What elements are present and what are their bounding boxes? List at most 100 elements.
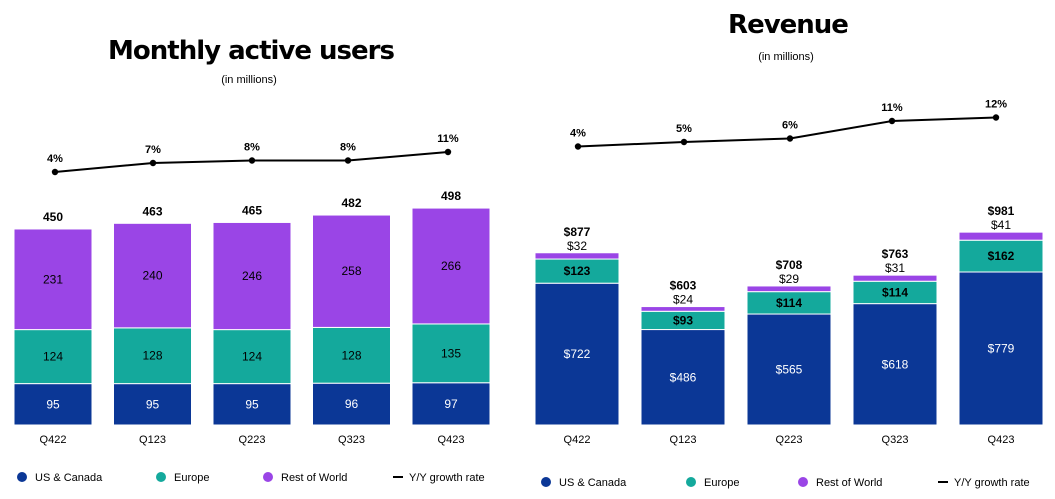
rev-label-europe-Q423: $162 [988,249,1015,263]
mau-growth-label-Q223: 8% [244,142,260,154]
mau-legend-label-growth: Y/Y growth rate [409,472,485,484]
rev-bar-us-canada-Q422 [534,282,620,426]
rev-label-europe-Q123: $93 [673,313,693,327]
rev-label-us-canada-Q422: $722 [564,347,591,361]
mau-label-europe-Q423: 135 [441,346,461,360]
mau-bar-rest-of-world-Q423 [411,207,491,325]
rev-legend-swatch-us-canada [541,477,551,487]
rev-label-us-canada-Q423: $779 [988,342,1015,356]
rev-label-europe-Q223: $114 [776,296,802,310]
rev-label-europe-Q422: $123 [564,264,591,278]
mau-bar-us-canada-Q223 [212,383,292,426]
rev-label-us-canada-Q223: $565 [776,363,803,377]
mau-legend-label-us-canada: US & Canada [35,472,103,484]
mau-bar-europe-Q323 [312,326,391,384]
mau-label-europe-Q422: 124 [43,350,63,364]
rev-tick-Q323: Q323 [882,434,909,446]
mau-bar-us-canada-Q422 [13,383,93,426]
mau-label-us-canada-Q223: 95 [245,397,259,411]
mau-total-Q123: 463 [142,204,162,218]
rev-growth-point-Q123 [680,138,688,146]
mau-label-us-canada-Q422: 95 [46,397,60,411]
rev-label-rest-of-world-Q323: $31 [885,261,905,275]
mau-growth-point-Q423 [444,148,452,156]
rev-label-rest-of-world-Q123: $24 [673,293,693,307]
mau-subtitle: (in millions) [221,74,277,86]
mau-label-us-canada-Q423: 97 [444,397,458,411]
mau-growth-label-Q423: 11% [437,133,459,145]
mau-label-rest-of-world-Q123: 240 [142,269,162,283]
mau-label-europe-Q223: 124 [242,350,262,364]
rev-tick-Q423: Q423 [988,434,1015,446]
rev-total-Q123: $603 [670,279,697,293]
rev-bar-rest-of-world-Q223 [746,285,832,293]
mau-growth-label-Q323: 8% [340,142,356,154]
mau-label-rest-of-world-Q223: 246 [242,269,262,283]
rev-total-Q223: $708 [776,258,803,272]
mau-bar-europe-Q123 [113,327,192,385]
rev-growth-point-Q423 [992,114,1000,121]
rev-legend-swatch-europe [686,477,696,487]
rev-tick-Q223: Q223 [776,434,803,446]
rev-growth-point-Q223 [786,135,794,142]
mau-label-europe-Q123: 128 [142,349,162,363]
mau-growth-label-Q422: 4% [47,153,63,165]
rev-subtitle: (in millions) [758,51,814,63]
rev-total-Q422: $877 [564,225,591,239]
rev-bar-europe-Q422 [534,258,620,284]
mau-bar-us-canada-Q323 [312,382,391,426]
rev-bar-us-canada-Q223 [746,313,832,426]
rev-growth-label-Q323: 11% [881,102,903,114]
mau-tick-Q422: Q422 [40,434,67,446]
mau-label-rest-of-world-Q422: 231 [43,272,63,286]
rev-legend-label-rest-of-world: Rest of World [816,477,882,489]
mau-bar-rest-of-world-Q323 [312,214,391,328]
mau-total-Q323: 482 [341,196,361,210]
rev-bar-rest-of-world-Q423 [958,231,1044,241]
rev-bar-europe-Q423 [958,239,1044,273]
rev-growth-label-Q223: 6% [782,120,798,132]
mau-tick-Q423: Q423 [438,434,465,446]
rev-total-Q323: $763 [882,247,909,261]
mau-legend-swatch-rest-of-world [263,472,273,482]
mau-label-rest-of-world-Q323: 258 [341,264,361,278]
rev-legend-label-us-canada: US & Canada [559,477,627,489]
mau-tick-Q223: Q223 [239,434,266,446]
mau-bar-rest-of-world-Q223 [212,221,292,331]
mau-legend-label-europe: Europe [174,472,209,484]
rev-legend-label-growth: Y/Y growth rate [954,477,1030,489]
rev-legend-swatch-rest-of-world [798,477,808,487]
mau-total-Q423: 498 [441,189,461,203]
rev-tick-Q422: Q422 [564,434,591,446]
rev-label-rest-of-world-Q423: $41 [991,218,1011,232]
rev-label-rest-of-world-Q223: $29 [779,272,799,286]
mau-legend-swatch-europe [156,472,166,482]
rev-label-us-canada-Q323: $618 [882,357,909,371]
rev-title: Revenue [728,10,848,40]
mau-growth-point-Q422 [51,168,59,176]
mau-legend-label-rest-of-world: Rest of World [281,472,347,484]
rev-growth-point-Q422 [574,143,582,150]
rev-label-rest-of-world-Q422: $32 [567,239,587,253]
mau-label-us-canada-Q123: 95 [146,397,160,411]
mau-bar-us-canada-Q423 [411,382,491,426]
mau-tick-Q323: Q323 [338,434,365,446]
mau-total-Q422: 450 [43,210,63,224]
rev-label-us-canada-Q123: $486 [670,370,697,384]
rev-total-Q423: $981 [988,204,1015,218]
mau-tick-Q123: Q123 [139,434,166,446]
rev-bar-rest-of-world-Q123 [640,306,726,312]
mau-growth-point-Q323 [344,157,352,164]
mau-label-us-canada-Q323: 96 [345,397,359,411]
rev-bar-rest-of-world-Q422 [534,252,620,260]
mau-growth-label-Q123: 7% [145,144,161,156]
mau-bar-rest-of-world-Q422 [13,228,93,331]
mau-bar-europe-Q422 [13,329,93,385]
mau-growth-point-Q123 [149,159,157,167]
mau-label-rest-of-world-Q423: 266 [441,259,461,273]
mau-title: Monthly active users [108,36,394,66]
mau-bar-rest-of-world-Q123 [113,222,192,329]
mau-label-europe-Q323: 128 [341,348,361,362]
mau-growth-point-Q223 [248,157,256,164]
rev-bar-us-canada-Q123 [640,329,726,426]
